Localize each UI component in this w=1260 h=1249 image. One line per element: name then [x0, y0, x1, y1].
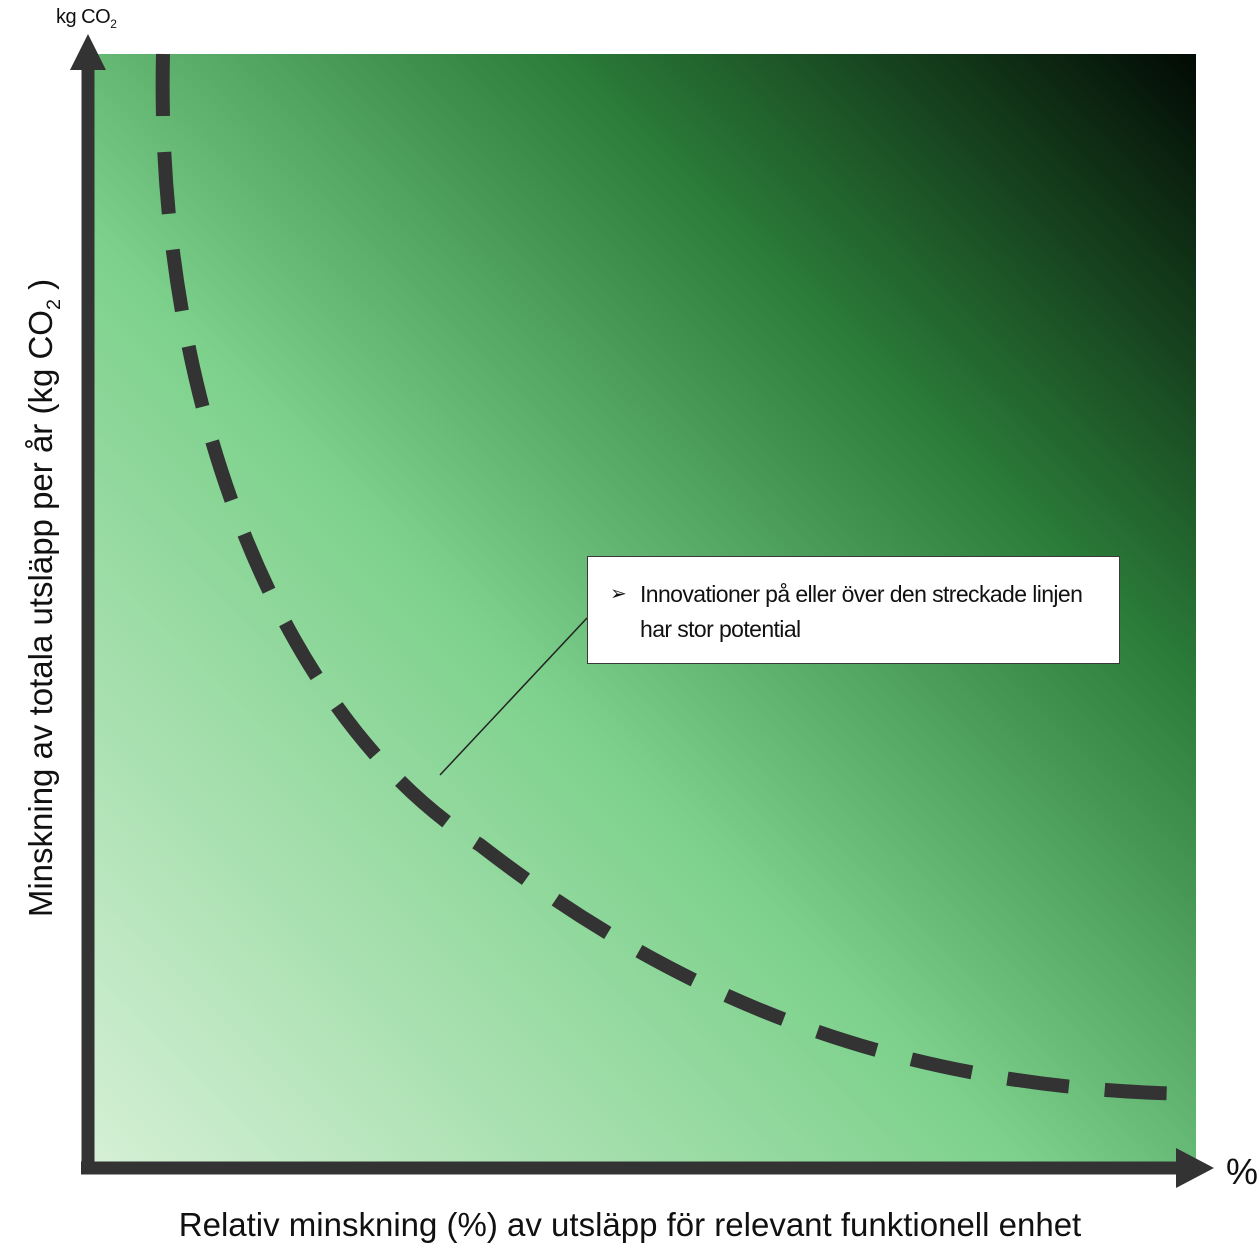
arrow-bullet-icon: ➢ — [610, 583, 627, 605]
x-axis-unit: % — [1226, 1151, 1259, 1192]
y-axis-unit: kg CO2 — [56, 6, 117, 31]
callout-text: Innovationer på eller över den streckade… — [640, 581, 1083, 642]
callout-box: ➢ Innovationer på eller över den strecka… — [587, 556, 1120, 664]
x-axis-arrowhead — [1176, 1148, 1214, 1188]
potential-threshold-curve — [155, 53, 1197, 1101]
x-axis-label: Relativ minskning (%) av utsläpp för rel… — [178, 1206, 1082, 1243]
callout-pointer-line — [439, 617, 588, 776]
y-axis-label: Minskning av totala utsläpp per år (kg C… — [22, 278, 65, 918]
y-axis-arrowhead — [70, 34, 106, 70]
